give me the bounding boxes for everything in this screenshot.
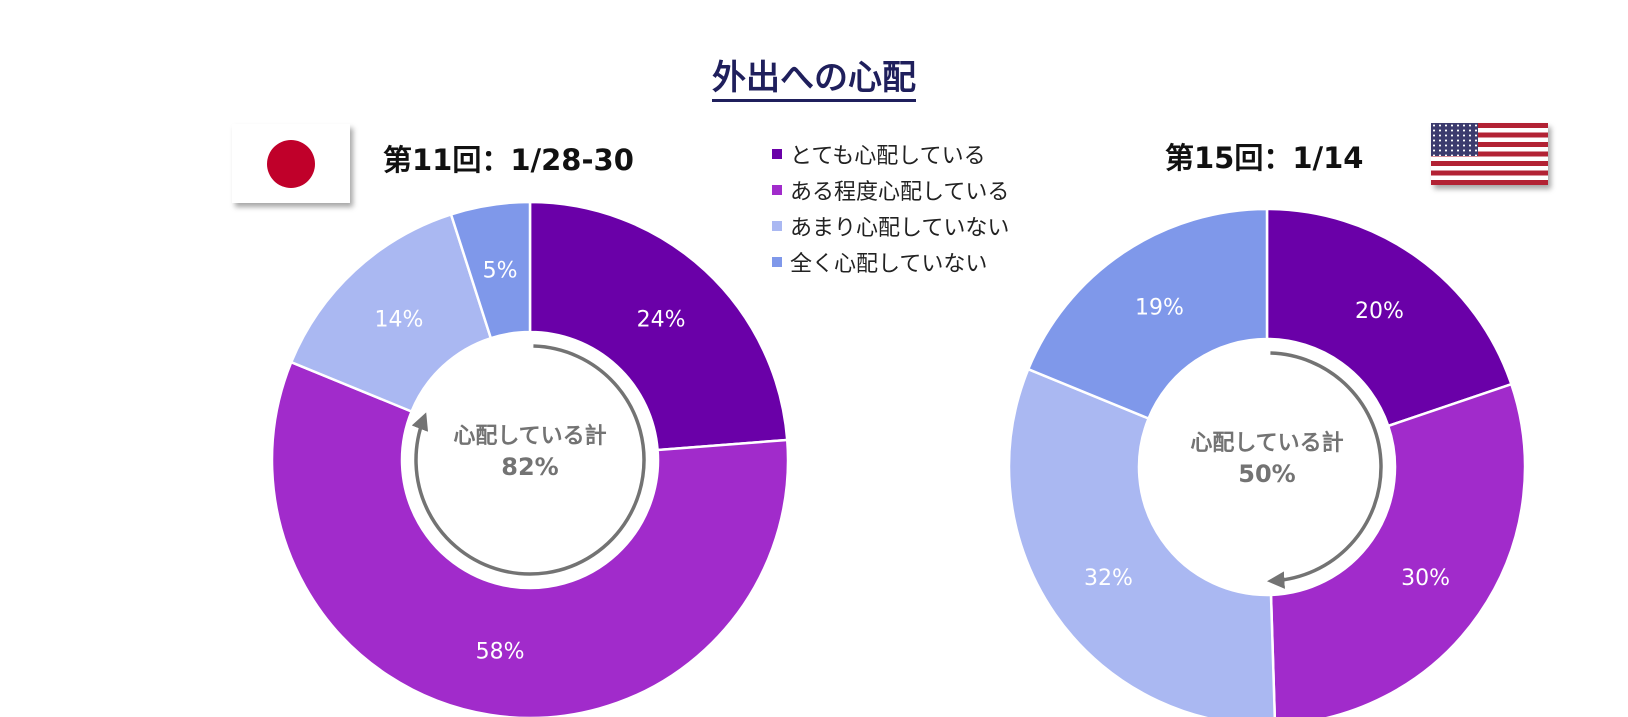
donut-slice xyxy=(449,200,532,340)
donut-chart-japan: 24% 58% 14% 5% 心配している計 82% xyxy=(270,200,790,717)
japan-flag-icon xyxy=(232,124,350,203)
slice-value-label: 20% xyxy=(1355,299,1404,324)
figure-title: 外出への心配 xyxy=(0,50,1628,102)
figure-title-text: 外出への心配 xyxy=(712,58,916,102)
summary-arrow-arc xyxy=(1266,351,1383,589)
legend-item: あまり心配していない xyxy=(772,208,1009,244)
slice-value-label: 19% xyxy=(1135,296,1184,321)
legend-label: 全く心配していない xyxy=(790,252,988,277)
legend-label: とても心配している xyxy=(790,144,986,169)
donut-slice xyxy=(1265,207,1513,428)
slice-value-label: 24% xyxy=(637,307,686,332)
slice-value-label: 14% xyxy=(374,307,423,332)
legend-swatch xyxy=(772,221,782,231)
center-value: 50% xyxy=(1238,460,1295,488)
legend-item: ある程度心配している xyxy=(772,172,1009,208)
donut-slice xyxy=(289,212,493,414)
legend-item: 全く心配していない xyxy=(772,244,1009,280)
legend-swatch xyxy=(772,257,782,267)
center-label: 心配している計 xyxy=(453,423,606,449)
japan-flag-sun xyxy=(267,140,315,188)
slice-value-label: 5% xyxy=(483,258,518,283)
donut-slice xyxy=(1007,367,1277,717)
usa-flag-canton xyxy=(1431,123,1478,156)
chart-usa-title: 第15回：1/14 xyxy=(1165,141,1364,175)
usa-flag-icon xyxy=(1431,123,1548,185)
legend-swatch xyxy=(772,185,782,195)
summary-arrow-arc xyxy=(411,344,646,576)
legend-swatch xyxy=(772,149,782,159)
slice-value-label: 58% xyxy=(476,640,525,665)
chart-japan-title: 第11回：1/28-30 xyxy=(383,143,634,177)
donut-chart-usa: 20% 30% 32% 19% 心配している計 50% xyxy=(1007,207,1527,717)
center-label: 心配している計 xyxy=(1190,430,1343,456)
slice-value-label: 30% xyxy=(1401,566,1450,591)
donut-slice xyxy=(1269,382,1527,717)
legend-item: とても心配している xyxy=(772,136,1009,172)
legend-label: ある程度心配している xyxy=(790,180,1010,205)
donut-slice xyxy=(270,360,790,717)
donut-slice xyxy=(528,200,789,452)
legend: とても心配している ある程度心配している あまり心配していない 全く心配していな… xyxy=(772,136,1009,280)
legend-label: あまり心配していない xyxy=(790,216,1010,241)
donut-slice xyxy=(1026,207,1269,421)
slice-value-label: 32% xyxy=(1084,566,1133,591)
center-value: 82% xyxy=(501,453,558,481)
